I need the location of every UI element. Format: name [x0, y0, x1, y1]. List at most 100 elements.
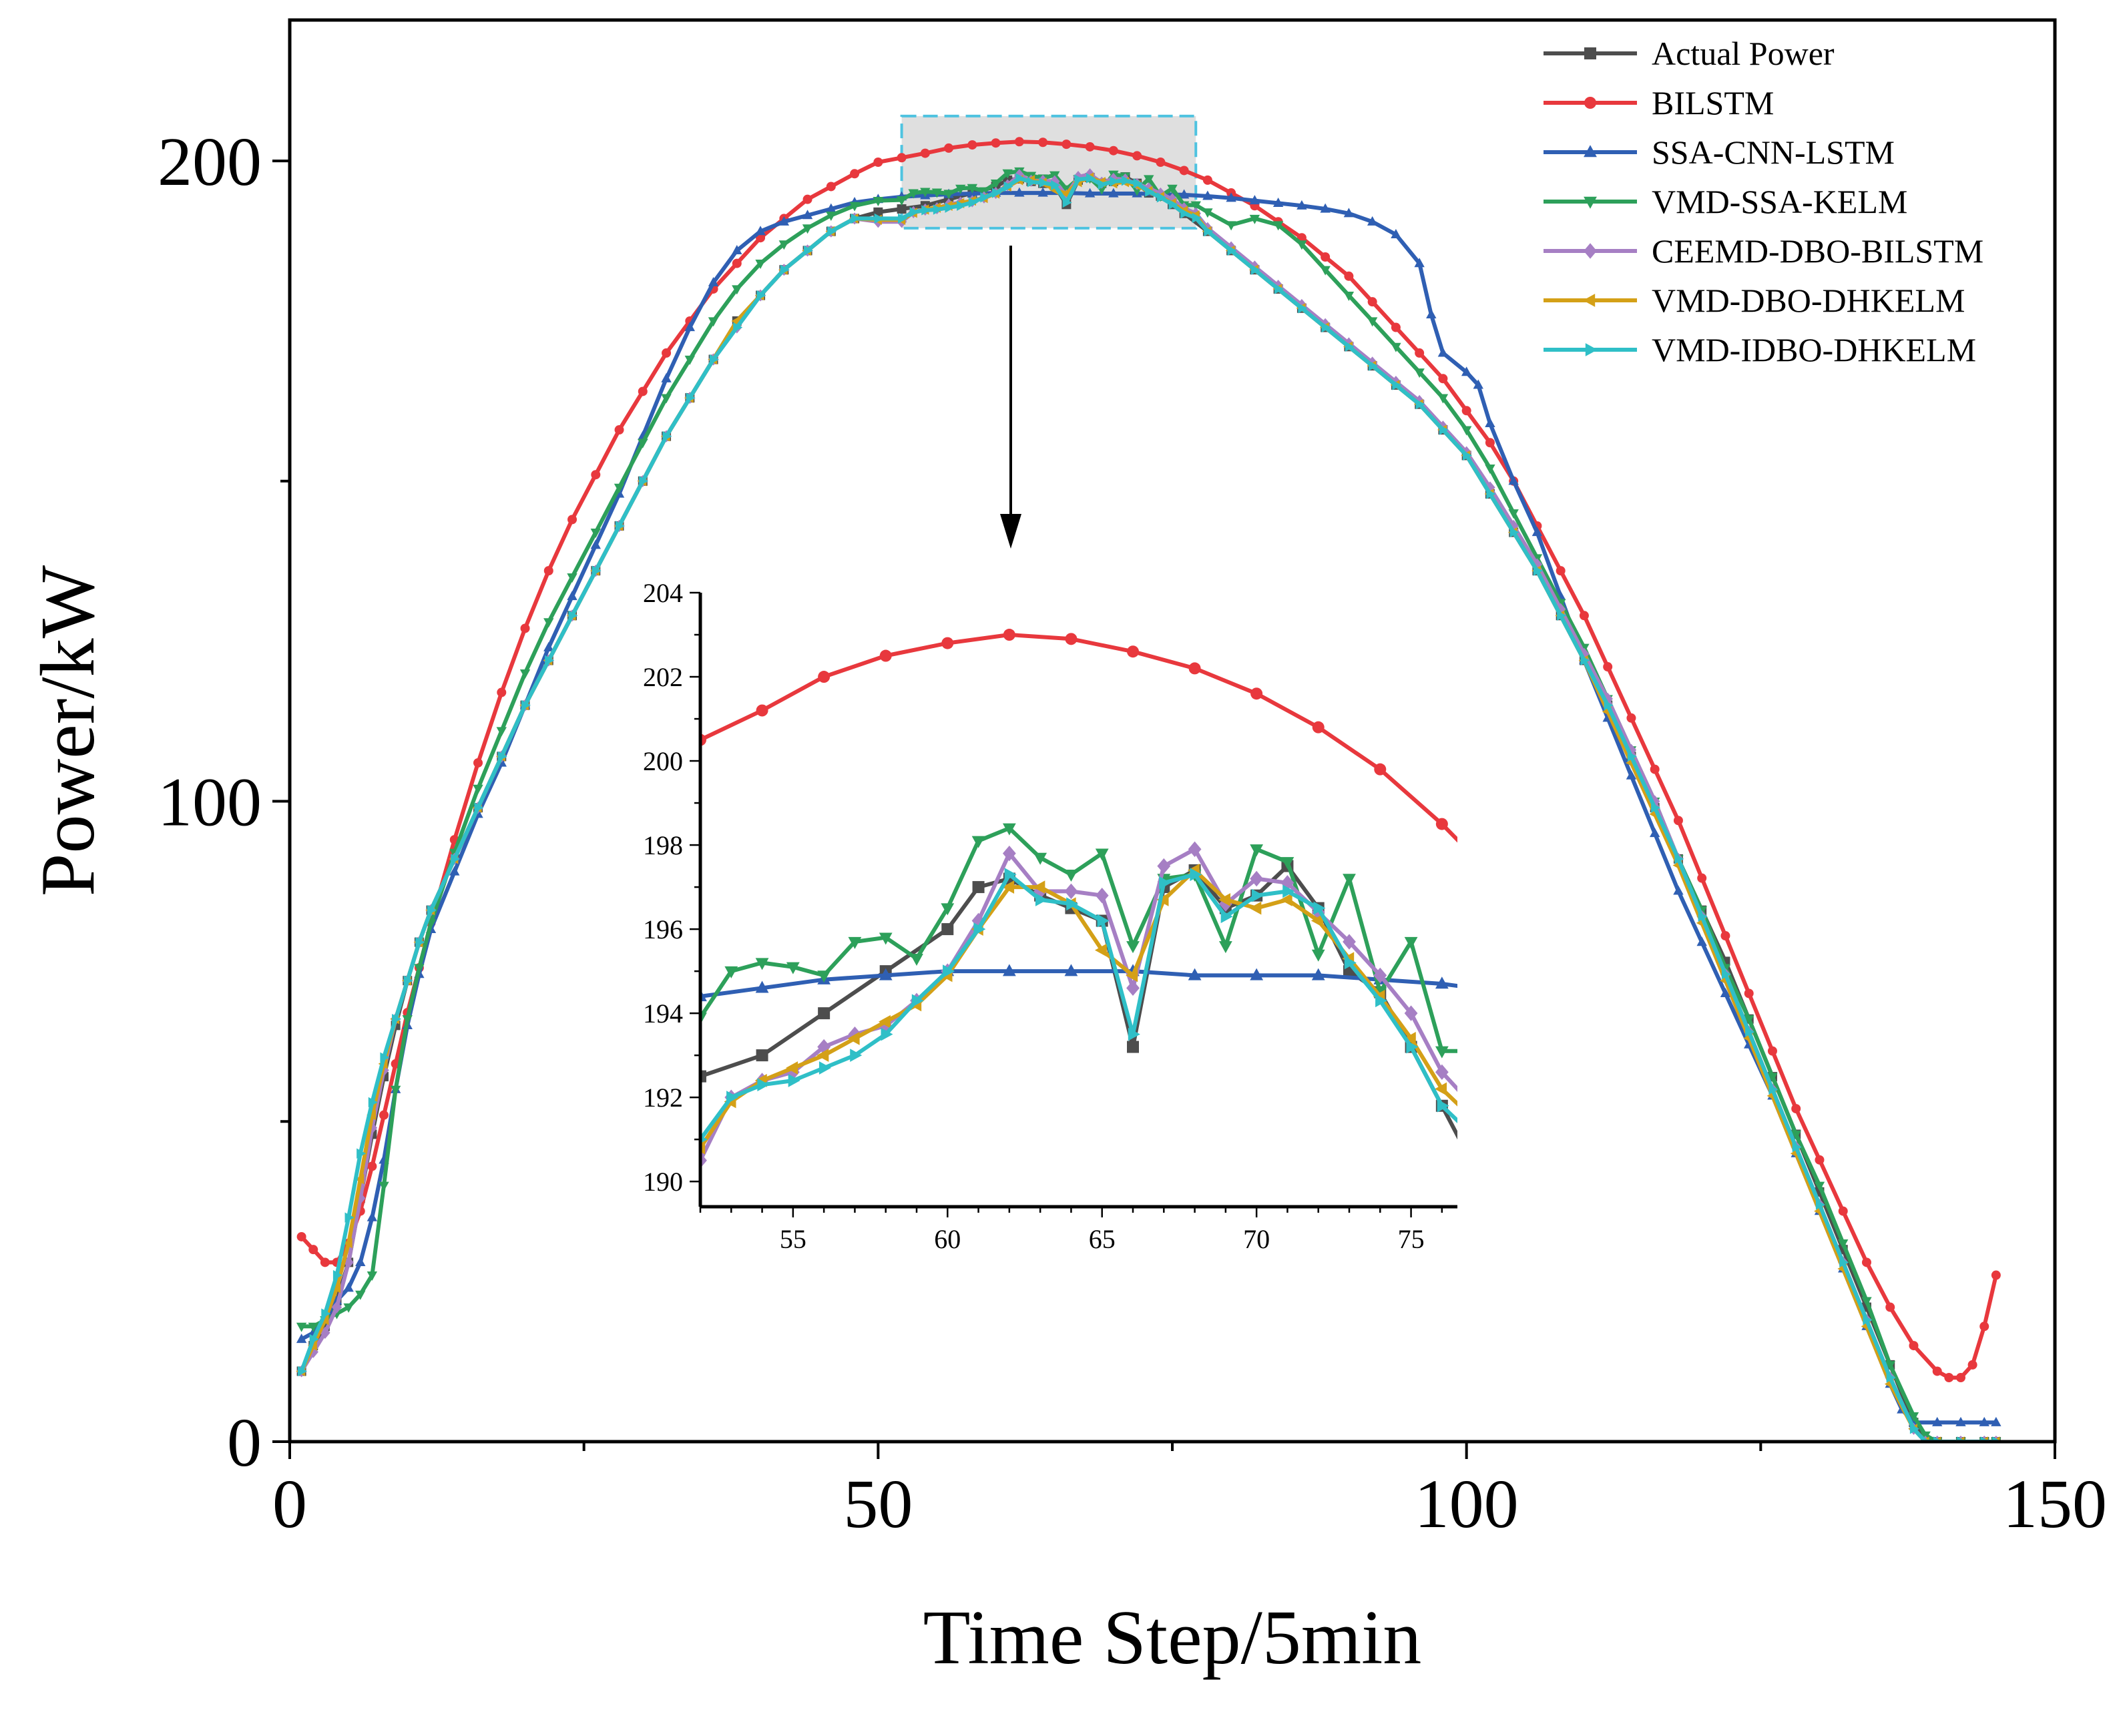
data-point-ceemd-dbo-bilstm	[971, 912, 985, 929]
data-point-vmd-ssa-kelm	[848, 936, 862, 949]
data-point-vmd-ssa-kelm	[496, 727, 507, 737]
data-point-vmd-ssa-kelm	[638, 439, 648, 449]
data-point-ceemd-dbo-bilstm	[1155, 187, 1166, 200]
data-point-vmd-idbo-dhkelm	[933, 204, 943, 215]
y-tick-label: 100	[158, 764, 262, 841]
data-point-bilstm	[732, 258, 742, 268]
data-point-vmd-ssa-kelm	[1435, 1046, 1449, 1059]
data-point-bilstm	[1321, 252, 1331, 262]
data-point-vmd-ssa-kelm	[1190, 201, 1201, 211]
data-point-ssa-cnn-lstm	[708, 276, 719, 286]
data-point-bilstm	[879, 649, 892, 662]
data-point-bilstm	[1085, 141, 1095, 152]
data-point-bilstm	[920, 148, 930, 158]
data-point-vmd-ssa-kelm	[1508, 509, 1519, 519]
data-point-bilstm	[1720, 931, 1730, 941]
data-point-vmd-idbo-dhkelm	[357, 1148, 367, 1159]
data-point-vmd-dbo-dhkelm	[632, 1141, 644, 1155]
data-point-bilstm	[1744, 988, 1754, 998]
data-point-bilstm	[1650, 764, 1660, 774]
data-point-vmd-idbo-dhkelm	[1499, 1217, 1511, 1230]
legend-label: VMD-SSA-KELM	[1652, 183, 1907, 220]
data-point-bilstm	[1108, 146, 1118, 156]
legend-swatch-marker	[1584, 97, 1596, 109]
data-point-vmd-ssa-kelm	[1033, 852, 1047, 865]
data-point-ssa-cnn-lstm	[1437, 347, 1449, 357]
data-point-vmd-ssa-kelm	[971, 836, 985, 848]
x-axis-title: Time Step/5min	[923, 1595, 1422, 1681]
data-point-ssa-cnn-lstm	[1991, 1416, 2001, 1426]
data-point-vmd-idbo-dhkelm	[1180, 208, 1190, 219]
data-point-ssa-cnn-lstm	[755, 226, 766, 236]
data-point-vmd-idbo-dhkelm	[1282, 884, 1295, 898]
data-point-ssa-cnn-lstm	[732, 245, 742, 255]
data-point-bilstm	[756, 704, 768, 717]
data-point-ssa-cnn-lstm	[1473, 379, 1483, 389]
data-point-bilstm	[1955, 1373, 1965, 1383]
data-point-vmd-ssa-kelm	[1744, 1015, 1754, 1025]
data-point-vmd-ssa-kelm	[896, 196, 907, 206]
data-point-vmd-ssa-kelm	[931, 188, 943, 198]
data-point-vmd-idbo-dhkelm	[1168, 199, 1178, 210]
data-point-vmd-ssa-kelm	[1367, 317, 1378, 327]
data-point-vmd-ssa-kelm	[367, 1271, 378, 1281]
data-point-vmd-ssa-kelm	[826, 212, 837, 222]
data-point-vmd-idbo-dhkelm	[298, 1366, 308, 1377]
data-point-vmd-idbo-dhkelm	[1086, 173, 1096, 184]
data-point-vmd-dbo-dhkelm	[1002, 880, 1015, 894]
data-point-bilstm	[1673, 816, 1683, 826]
data-point-ssa-cnn-lstm	[1249, 195, 1260, 205]
data-point-vmd-dbo-dhkelm	[354, 1173, 365, 1185]
data-point-ceemd-dbo-bilstm	[1343, 934, 1356, 950]
data-point-vmd-idbo-dhkelm	[1509, 527, 1519, 538]
data-point-vmd-ssa-kelm	[708, 317, 719, 327]
data-point-vmd-idbo-dhkelm	[1375, 994, 1388, 1008]
data-point-bilstm	[1156, 158, 1166, 167]
data-point-bilstm	[1014, 137, 1024, 147]
data-point-ssa-cnn-lstm	[1311, 968, 1325, 980]
data-point-ceemd-dbo-bilstm	[1626, 744, 1637, 756]
series-vmd-idbo-dhkelm	[298, 173, 2002, 1442]
data-point-vmd-idbo-dhkelm	[634, 1133, 646, 1146]
data-point-vmd-ssa-kelm	[1861, 1297, 1872, 1307]
data-point-vmd-dbo-dhkelm	[1249, 901, 1262, 915]
data-point-vmd-idbo-dhkelm	[881, 1027, 893, 1041]
data-point-ceemd-dbo-bilstm	[1497, 1195, 1511, 1210]
data-point-vmd-idbo-dhkelm	[911, 994, 924, 1008]
data-point-vmd-idbo-dhkelm	[1345, 341, 1355, 352]
data-point-ceemd-dbo-bilstm	[1126, 980, 1140, 996]
inset-y-tick-label: 204	[643, 578, 683, 608]
data-point-bilstm	[1979, 1322, 1989, 1332]
data-point-bilstm	[1967, 1360, 1977, 1370]
data-point-vmd-idbo-dhkelm	[1721, 968, 1731, 980]
data-point-actual-power	[941, 923, 954, 936]
data-point-vmd-idbo-dhkelm	[943, 964, 955, 978]
data-point-bilstm	[1603, 662, 1613, 672]
data-point-vmd-dbo-dhkelm	[1218, 893, 1231, 906]
data-point-vmd-dbo-dhkelm	[1280, 893, 1292, 906]
data-point-vmd-idbo-dhkelm	[1204, 226, 1214, 237]
data-point-bilstm	[1791, 1104, 1801, 1114]
data-point-vmd-idbo-dhkelm	[1313, 901, 1326, 915]
data-point-vmd-idbo-dhkelm	[392, 1014, 402, 1025]
data-point-vmd-idbo-dhkelm	[403, 975, 413, 986]
data-point-vmd-ssa-kelm	[1885, 1361, 1895, 1371]
data-point-actual-power	[897, 204, 907, 214]
series-line-vmd-dbo-dhkelm	[700, 868, 1457, 1150]
data-point-vmd-idbo-dhkelm	[980, 192, 990, 203]
data-point-ssa-cnn-lstm	[1979, 1416, 1989, 1426]
inset-y-tick-label: 190	[643, 1167, 683, 1197]
data-point-vmd-idbo-dhkelm	[451, 854, 461, 864]
data-point-vmd-idbo-dhkelm	[1227, 245, 1237, 256]
data-point-bilstm	[826, 182, 836, 192]
data-point-vmd-ssa-kelm	[786, 962, 800, 974]
data-point-vmd-idbo-dhkelm	[957, 200, 967, 211]
data-point-bilstm	[1127, 645, 1139, 658]
data-point-vmd-dbo-dhkelm	[816, 1049, 829, 1063]
data-point-vmd-idbo-dhkelm	[1321, 322, 1331, 333]
data-point-vmd-ssa-kelm	[1391, 342, 1401, 352]
data-point-vmd-ssa-kelm	[1002, 823, 1016, 836]
data-point-vmd-ssa-kelm	[1167, 184, 1178, 194]
data-point-vmd-ssa-kelm	[355, 1290, 366, 1300]
data-point-ssa-cnn-lstm	[1932, 1416, 1943, 1426]
